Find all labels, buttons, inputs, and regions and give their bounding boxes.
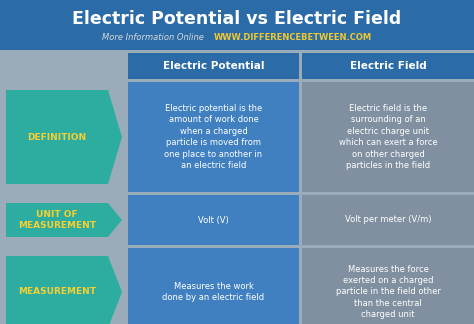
- Bar: [128, 82, 299, 192]
- Bar: [128, 195, 299, 245]
- Text: WWW.DIFFERENCEBETWEEN.COM: WWW.DIFFERENCEBETWEEN.COM: [213, 33, 372, 42]
- Text: Electric Potential: Electric Potential: [163, 61, 264, 71]
- Text: Volt (V): Volt (V): [198, 215, 229, 225]
- Bar: [302, 248, 474, 324]
- Text: DEFINITION: DEFINITION: [27, 133, 87, 142]
- Bar: [128, 248, 299, 324]
- Bar: [128, 53, 299, 79]
- Text: Electric Potential vs Electric Field: Electric Potential vs Electric Field: [73, 10, 401, 28]
- Text: Measures the force
exerted on a charged
particle in the field other
than the cen: Measures the force exerted on a charged …: [336, 265, 440, 319]
- Polygon shape: [6, 90, 122, 184]
- Polygon shape: [6, 203, 122, 237]
- Text: Measures the work
done by an electric field: Measures the work done by an electric fi…: [163, 282, 264, 302]
- Text: Volt per meter (V/m): Volt per meter (V/m): [345, 215, 431, 225]
- Bar: [302, 195, 474, 245]
- Text: UNIT OF
MEASUREMENT: UNIT OF MEASUREMENT: [18, 210, 96, 230]
- Text: MEASUREMENT: MEASUREMENT: [18, 287, 96, 296]
- Bar: [302, 82, 474, 192]
- Bar: [0, 0, 474, 50]
- Text: Electric field is the
surrounding of an
electric charge unit
which can exert a f: Electric field is the surrounding of an …: [339, 104, 438, 170]
- Polygon shape: [6, 256, 122, 324]
- Text: Electric Field: Electric Field: [350, 61, 427, 71]
- Bar: [302, 53, 474, 79]
- Text: More Information Online: More Information Online: [102, 33, 204, 42]
- Text: Electric potential is the
amount of work done
when a charged
particle is moved f: Electric potential is the amount of work…: [164, 104, 263, 170]
